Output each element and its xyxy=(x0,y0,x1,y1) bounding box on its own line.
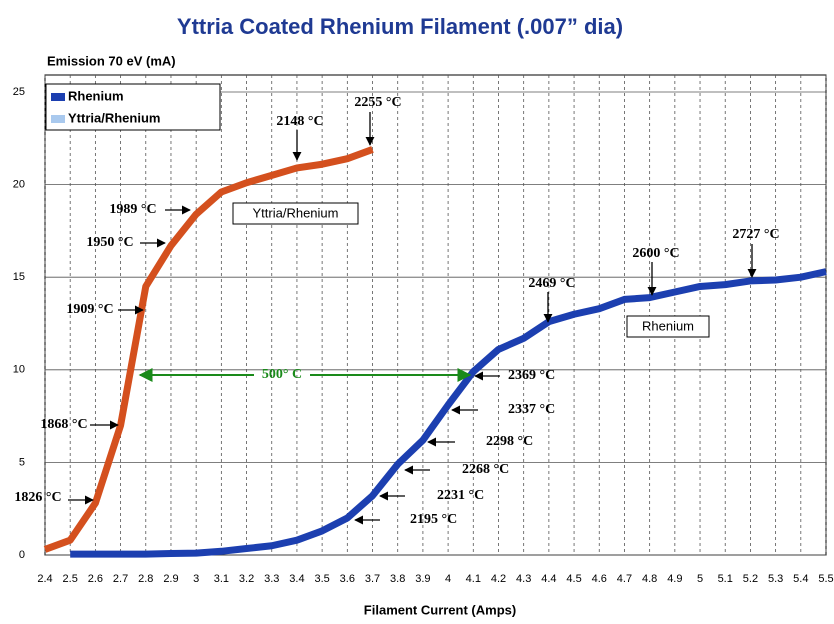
y-tick-label: 25 xyxy=(13,86,25,98)
annotation: 1909 °C xyxy=(66,302,113,317)
x-tick-label: 3.6 xyxy=(340,573,355,585)
x-tick-label: 3.9 xyxy=(415,573,430,585)
annotation: 2195 °C xyxy=(410,512,457,527)
x-tick-label: 4.5 xyxy=(566,573,581,585)
legend-label: Yttria/Rhenium xyxy=(68,110,160,125)
annotation: 2268 °C xyxy=(462,462,509,477)
annotation: 2469 °C xyxy=(528,276,575,291)
x-tick-label: 5 xyxy=(697,573,703,585)
y-tick-label: 10 xyxy=(13,364,25,376)
series-label-box xyxy=(626,315,710,338)
chart-title: Yttria Coated Rhenium Filament (.007” di… xyxy=(177,14,623,39)
y-tick-label: 0 xyxy=(19,549,25,561)
x-tick-label: 4.9 xyxy=(667,573,682,585)
annotation: 2369 °C xyxy=(508,368,555,383)
legend-swatch xyxy=(51,93,65,101)
x-tick-label: 4.8 xyxy=(642,573,657,585)
x-tick-label: 3.8 xyxy=(390,573,405,585)
annotation: 500° C xyxy=(262,367,302,382)
annotation: 2255 °C xyxy=(354,95,401,110)
annotation: 2298 °C xyxy=(486,434,533,449)
x-tick-label: 2.5 xyxy=(63,573,78,585)
annotation: 1826 °C xyxy=(14,490,61,505)
x-tick-label: 5.2 xyxy=(743,573,758,585)
y-axis-label: Emission 70 eV (mA) xyxy=(47,53,176,68)
y-tick-label: 5 xyxy=(19,456,25,468)
annotation: 1989 °C xyxy=(109,202,156,217)
x-tick-label: 3.4 xyxy=(289,573,304,585)
x-tick-label: 3.3 xyxy=(264,573,279,585)
x-tick-label: 4.1 xyxy=(466,573,481,585)
legend-label: Rhenium xyxy=(68,88,124,103)
annotation: 1868 °C xyxy=(40,417,87,432)
x-tick-label: 3.5 xyxy=(314,573,329,585)
annotation: 2600 °C xyxy=(632,246,679,261)
x-axis-label: Filament Current (Amps) xyxy=(364,602,516,617)
x-tick-label: 5.3 xyxy=(768,573,783,585)
series-line xyxy=(70,268,827,558)
y-tick-label: 15 xyxy=(13,271,25,283)
x-tick-label: 2.4 xyxy=(37,573,52,585)
x-tick-label: 4.7 xyxy=(617,573,632,585)
y-tick-label: 20 xyxy=(13,179,25,191)
annotation: 2727 °C xyxy=(732,227,779,242)
annotation: 2337 °C xyxy=(508,402,555,417)
annotation: 2148 °C xyxy=(276,114,323,129)
legend xyxy=(45,83,221,131)
x-tick-label: 3.1 xyxy=(214,573,229,585)
x-tick-label: 4.4 xyxy=(541,573,556,585)
annotation: 1950 °C xyxy=(86,235,133,250)
series-label: Yttria/Rhenium xyxy=(253,205,339,220)
x-tick-label: 2.6 xyxy=(88,573,103,585)
x-tick-label: 4.6 xyxy=(592,573,607,585)
x-tick-label: 4 xyxy=(445,573,451,585)
x-tick-label: 3.7 xyxy=(365,573,380,585)
series-line xyxy=(43,146,374,553)
plot-area xyxy=(44,74,827,556)
annotation: 2231 °C xyxy=(437,488,484,503)
x-tick-label: 2.7 xyxy=(113,573,128,585)
legend-swatch xyxy=(51,115,65,123)
x-tick-label: 3 xyxy=(193,573,199,585)
series-label-box xyxy=(232,202,359,225)
x-tick-label: 3.2 xyxy=(239,573,254,585)
x-tick-label: 2.8 xyxy=(138,573,153,585)
series-label: Rhenium xyxy=(642,318,694,333)
x-tick-label: 4.2 xyxy=(491,573,506,585)
x-tick-label: 4.3 xyxy=(516,573,531,585)
x-tick-label: 5.5 xyxy=(818,573,833,585)
x-tick-label: 5.4 xyxy=(793,573,808,585)
x-tick-label: 5.1 xyxy=(718,573,733,585)
x-tick-label: 2.9 xyxy=(163,573,178,585)
